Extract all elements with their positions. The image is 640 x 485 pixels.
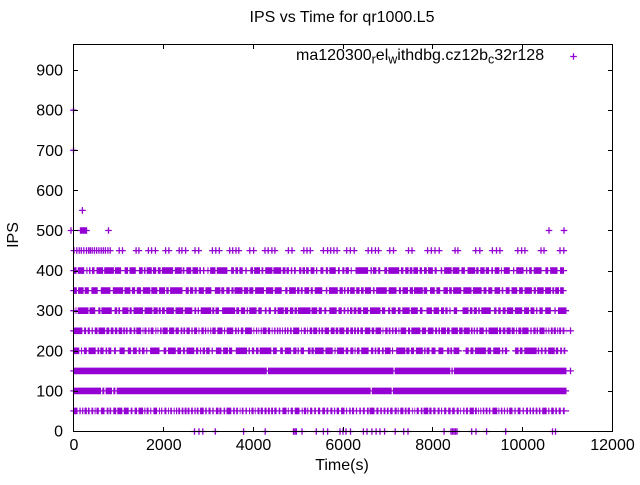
svg-text:200: 200 (36, 343, 63, 360)
svg-text:ma120300relwithdbg.cz12bc32r12: ma120300relwithdbg.cz12bc32r128 (296, 47, 544, 67)
svg-text:Time(s): Time(s) (315, 457, 369, 474)
svg-text:100: 100 (36, 383, 63, 400)
svg-text:400: 400 (36, 263, 63, 280)
svg-text:700: 700 (36, 143, 63, 160)
svg-text:6000: 6000 (325, 437, 361, 454)
svg-text:0: 0 (54, 424, 63, 441)
svg-text:300: 300 (36, 303, 63, 320)
svg-text:IPS vs Time for qr1000.L5: IPS vs Time for qr1000.L5 (250, 9, 435, 26)
svg-text:12000: 12000 (590, 437, 635, 454)
svg-text:2000: 2000 (146, 437, 182, 454)
svg-text:600: 600 (36, 183, 63, 200)
svg-text:900: 900 (36, 63, 63, 80)
svg-text:10000: 10000 (501, 437, 546, 454)
svg-text:4000: 4000 (236, 437, 272, 454)
svg-text:8000: 8000 (415, 437, 451, 454)
svg-text:0: 0 (70, 437, 79, 454)
svg-text:IPS: IPS (5, 222, 22, 248)
svg-text:500: 500 (36, 223, 63, 240)
svg-text:800: 800 (36, 103, 63, 120)
